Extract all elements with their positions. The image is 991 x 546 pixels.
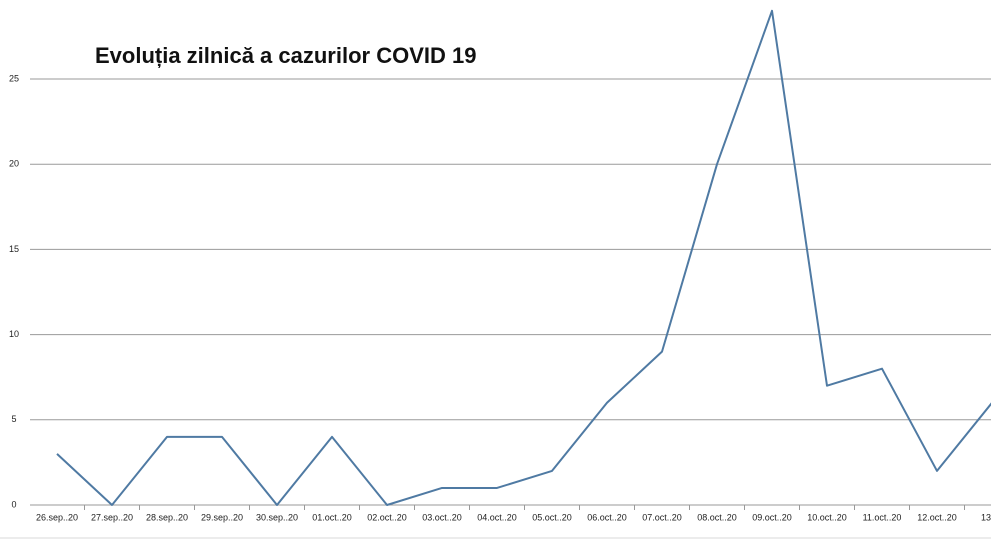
- x-tick-label: 06.oct..20: [587, 512, 627, 522]
- x-tick-label: 08.oct..20: [697, 512, 737, 522]
- x-tick-label: 30.sep..20: [256, 512, 298, 522]
- x-tick-label: 02.oct..20: [367, 512, 407, 522]
- x-tick-label: 05.oct..20: [532, 512, 572, 522]
- x-tick-label: 11.oct..20: [863, 512, 902, 522]
- x-tick-label: 03.oct..20: [422, 512, 462, 522]
- x-tick-label: 28.sep..20: [146, 512, 188, 522]
- y-tick-label: 5: [11, 414, 16, 424]
- y-tick-label: 20: [9, 159, 19, 169]
- x-tick-label: 04.oct..20: [477, 512, 517, 522]
- x-tick-label: 12.oct..20: [917, 512, 957, 522]
- x-tick-label: 26.sep..20: [36, 512, 78, 522]
- x-tick-label: 09.oct..20: [752, 512, 792, 522]
- y-tick-label: 15: [9, 244, 19, 254]
- x-tick-label: 10.oct..20: [807, 512, 847, 522]
- x-tick-label: 07.oct..20: [642, 512, 682, 522]
- chart-title: Evoluția zilnică a cazurilor COVID 19: [95, 43, 476, 68]
- x-tick-label: 13.oc: [981, 512, 991, 522]
- y-tick-label: 25: [9, 73, 19, 83]
- x-tick-label: 29.sep..20: [201, 512, 243, 522]
- x-tick-label: 27.sep..20: [91, 512, 133, 522]
- x-tick-label: 01.oct..20: [312, 512, 352, 522]
- data-line: [56, 9, 991, 506]
- y-tick-label: 0: [11, 499, 16, 509]
- y-tick-label: 10: [9, 329, 19, 339]
